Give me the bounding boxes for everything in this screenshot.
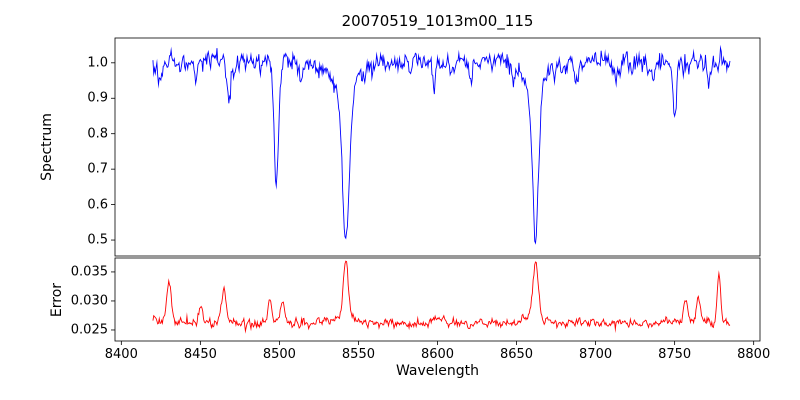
x-tick-label: 8550 (341, 347, 375, 362)
y-tick-label: 0.8 (87, 126, 108, 142)
y-tick-label: 0.7 (87, 161, 108, 177)
x-axis-label: Wavelength (395, 363, 480, 379)
x-tick-label: 8700 (579, 347, 613, 362)
x-tick-label: 8750 (658, 347, 692, 362)
chart-title: 20070519_1013m00_115 (341, 12, 534, 30)
y-axis-label-spectrum: Spectrum (39, 113, 55, 181)
y-tick-label: 0.035 (70, 264, 108, 280)
x-tick-label: 8650 (499, 347, 534, 362)
x-tick-label: 8450 (183, 347, 217, 362)
y-tick-label: 0.030 (70, 293, 108, 309)
x-tick-label: 8600 (420, 347, 455, 362)
x-tick-label: 8800 (737, 347, 771, 362)
y-axis-label-error: Error (49, 282, 65, 318)
x-tick-label: 8500 (262, 347, 296, 362)
y-tick-label: 1.0 (87, 55, 108, 71)
x-tick-label: 8400 (104, 347, 138, 362)
y-tick-label: 0.5 (87, 232, 108, 248)
y-tick-label: 0.9 (87, 90, 108, 106)
y-tick-label: 0.025 (70, 322, 108, 338)
y-tick-label: 0.6 (87, 197, 108, 213)
